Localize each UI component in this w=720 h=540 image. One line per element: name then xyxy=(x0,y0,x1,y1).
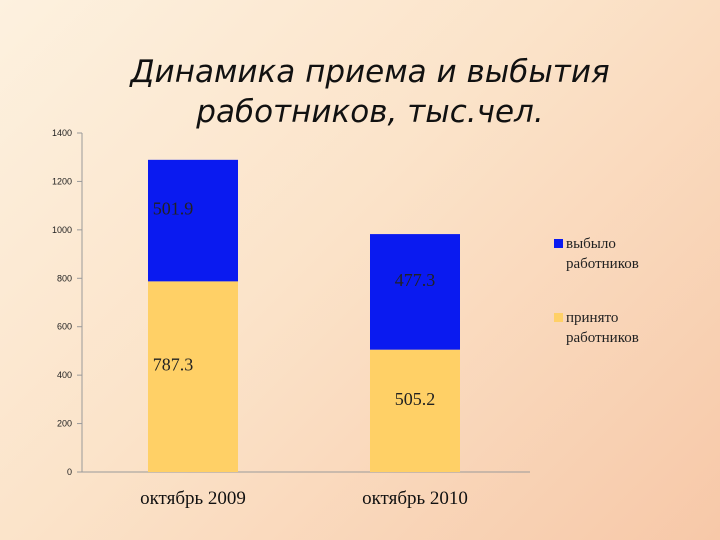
data-label: 787.3 xyxy=(153,355,194,375)
legend-swatch xyxy=(554,313,563,322)
data-labels-group: 787.3 501.9 505.2 477.3 xyxy=(153,199,436,409)
x-axis-labels: октябрь 2009 октябрь 2010 xyxy=(140,488,468,509)
y-tick-label: 1400 xyxy=(52,128,72,138)
chart-title: Динамика приема и выбытия работников, ты… xyxy=(130,54,610,130)
data-label: 477.3 xyxy=(395,270,436,290)
y-tick-label: 1200 xyxy=(52,176,72,186)
y-tick-label: 0 xyxy=(67,467,72,477)
y-axis-ticks: 0 200 400 600 800 1000 1200 1400 xyxy=(52,128,82,477)
legend: выбыло работников принято работников xyxy=(554,236,639,346)
bar-segment xyxy=(148,159,238,282)
y-tick-label: 1000 xyxy=(52,225,72,235)
data-label: 501.9 xyxy=(153,199,194,219)
y-tick-label: 600 xyxy=(57,322,72,332)
bar-segment xyxy=(370,234,460,350)
y-tick-label: 400 xyxy=(57,370,72,380)
legend-label: принято работников xyxy=(566,310,639,346)
legend-label: выбыло работников xyxy=(566,236,639,272)
y-tick-label: 800 xyxy=(57,273,72,283)
x-category-label: октябрь 2009 xyxy=(140,488,246,509)
data-label: 505.2 xyxy=(395,389,436,409)
bars-group xyxy=(148,159,460,472)
bar-segment xyxy=(370,349,460,472)
x-category-label: октябрь 2010 xyxy=(362,488,468,509)
y-tick-label: 200 xyxy=(57,419,72,429)
legend-swatch xyxy=(554,239,563,248)
bar-segment xyxy=(148,281,238,472)
